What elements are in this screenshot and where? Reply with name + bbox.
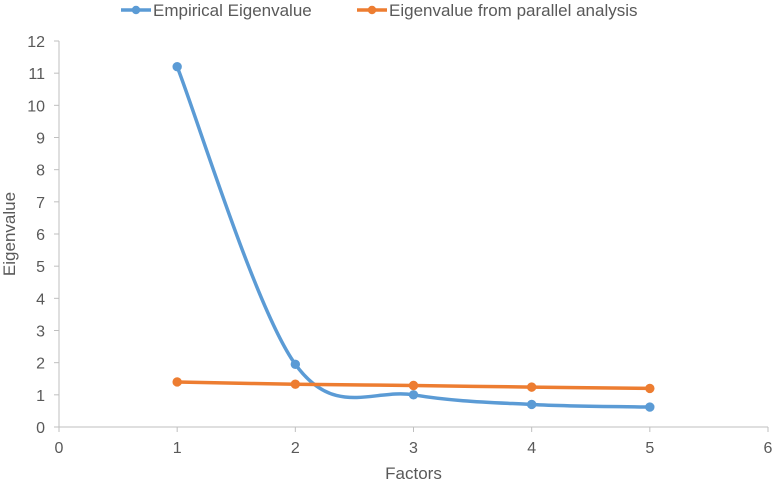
y-tick-label: 0 [36,420,45,437]
x-tick-label: 3 [409,440,418,457]
y-tick-label: 2 [36,356,45,373]
data-point [526,382,537,392]
y-axis-title: Eigenvalue [0,192,19,276]
x-tick-label: 1 [173,440,182,457]
y-tick-label: 12 [27,34,45,51]
x-tick-label: 0 [55,440,64,457]
x-tick-label: 5 [645,440,654,457]
y-tick-label: 9 [36,131,45,148]
data-point [290,379,301,389]
y-tick-label: 7 [36,195,45,212]
data-point [172,377,182,387]
legend-label: Eigenvalue from parallel analysis [389,1,638,20]
data-point [408,380,419,391]
y-tick-label: 6 [36,227,45,244]
data-point [408,390,419,400]
data-point [645,383,655,394]
series-2 [172,377,655,394]
legend-item: Empirical Eigenvalue [121,1,312,20]
x-tick-label: 4 [527,440,536,457]
legend-item: Eigenvalue from parallel analysis [357,1,638,20]
data-point [645,402,655,412]
series-line [175,64,652,409]
data-point [290,359,301,369]
legend-label: Empirical Eigenvalue [153,1,312,20]
y-tick-label: 8 [36,163,45,180]
y-tick-label: 3 [36,324,45,341]
x-axis-title: Factors [385,464,442,482]
y-tick-label: 4 [36,291,45,308]
y-tick-label: 11 [28,66,45,83]
y-tick-label: 10 [27,98,45,115]
series-1 [172,62,655,412]
y-tick-label: 5 [36,259,45,276]
legend-swatch-marker [367,5,377,15]
y-tick-label: 1 [36,388,45,405]
data-point [172,62,182,72]
x-tick-label: 2 [291,440,300,457]
data-point [526,399,537,410]
plot-series [172,62,655,412]
x-tick-label: 6 [764,440,773,457]
legend-swatch-marker [131,5,141,15]
legend: Empirical Eigenvalue Eigenvalue from para… [121,1,638,20]
